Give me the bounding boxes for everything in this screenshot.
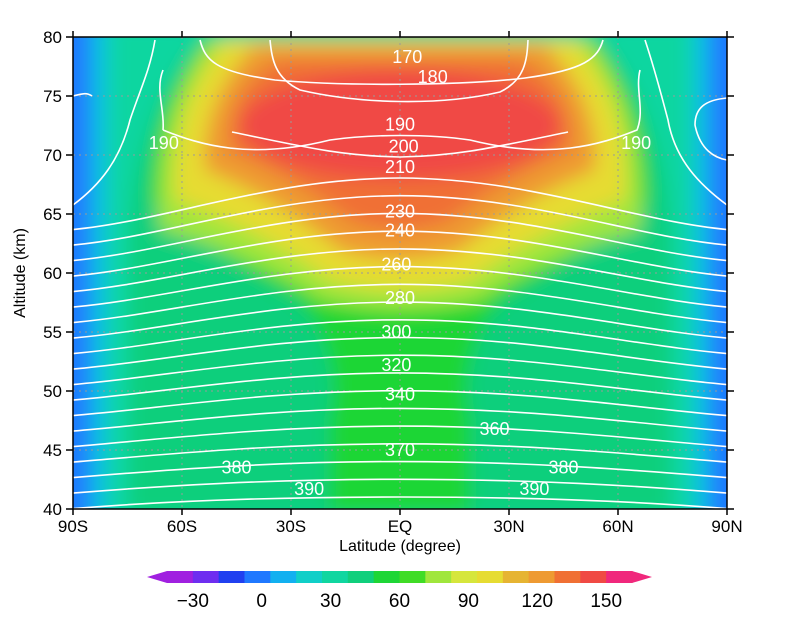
contour-label: 390 — [519, 479, 549, 499]
colorbar-swatch — [244, 571, 271, 583]
colorbar-label: −30 — [177, 591, 209, 612]
colorbar-label: 0 — [256, 591, 267, 612]
contour-label: 380 — [548, 458, 578, 478]
contour-lines — [73, 39, 727, 509]
contour-line-370 — [73, 460, 727, 479]
contour-line-330 — [73, 389, 727, 417]
contour-label: 190 — [149, 133, 179, 153]
y-tick-label: 40 — [43, 500, 62, 519]
y-tick-label: 80 — [43, 28, 62, 47]
contour-label: 280 — [385, 288, 415, 308]
colorbar-swatch — [425, 571, 452, 583]
contour-label: 230 — [385, 202, 415, 222]
contour-label: 370 — [385, 440, 415, 460]
colorbar-swatch — [451, 571, 478, 583]
contour-label: 240 — [385, 221, 415, 241]
colorbar-swatch — [554, 571, 581, 583]
contour-label: 360 — [479, 419, 509, 439]
x-tick-label: 60S — [167, 517, 197, 536]
colorbar-swatch — [322, 571, 349, 583]
contour-label: 390 — [294, 479, 324, 499]
colorbar: −30 0 30 60 90 120 150 — [147, 571, 652, 612]
contour-line-200 — [231, 131, 569, 158]
field-band-red — [240, 70, 560, 180]
colorbar-swatch — [373, 571, 400, 583]
contour-label: 300 — [381, 322, 411, 342]
contour-line-350 — [73, 425, 727, 448]
colorbar-swatch — [270, 571, 297, 583]
contour-label: 340 — [385, 385, 415, 405]
contour-label: 180 — [418, 67, 448, 87]
colorbar-label: 120 — [521, 591, 553, 612]
contour-label: 260 — [381, 255, 411, 275]
y-tick-label: 75 — [43, 87, 62, 106]
y-tick-label: 60 — [43, 264, 62, 283]
contour-line-180 — [269, 39, 529, 103]
contour-line-290 — [73, 318, 727, 355]
colorbar-swatch — [192, 571, 220, 583]
contour-line-210 — [73, 177, 727, 231]
y-tick-label: 45 — [43, 441, 62, 460]
x-tick-label: EQ — [388, 517, 413, 536]
y-tick-label: 70 — [43, 146, 62, 165]
contour-line-230 — [73, 212, 727, 262]
x-axis: 90S 60S 30S EQ 30N 60N 90N — [58, 31, 743, 536]
x-tick-label: 30N — [493, 517, 524, 536]
y-tick-label: 55 — [43, 323, 62, 342]
colorbar-swatch — [399, 571, 426, 583]
contour-label: 320 — [381, 355, 411, 375]
colorbar-swatch — [528, 571, 555, 583]
contour-line-280 — [73, 301, 727, 339]
contour-line-220 — [73, 194, 727, 246]
colorbar-swatch — [167, 571, 194, 583]
contour-line-260 — [73, 265, 727, 308]
y-tick-label: 50 — [43, 382, 62, 401]
contour-label: 210 — [385, 157, 415, 177]
contour-line-polar-south — [73, 39, 156, 206]
contour-line-300 — [73, 336, 727, 370]
colorbar-label: 60 — [389, 591, 410, 612]
colorbar-swatch — [347, 571, 375, 583]
colorbar-label: 30 — [320, 591, 341, 612]
contour-line-170 — [199, 39, 604, 86]
contour-label: 200 — [389, 137, 419, 157]
colorbar-swatch — [296, 571, 323, 583]
x-tick-label: 60N — [602, 517, 633, 536]
colorbar-swatch — [477, 571, 504, 583]
colorbar-swatch — [218, 571, 245, 583]
contour-line-360 — [73, 443, 727, 463]
contour-line-380 — [73, 478, 727, 494]
x-axis-title: Latitude (degree) — [339, 538, 461, 555]
contour-label: 190 — [621, 133, 651, 153]
contour-line-310 — [73, 354, 727, 386]
contour-label: 190 — [385, 114, 415, 134]
colorbar-label: 90 — [458, 591, 479, 612]
x-tick-label: 90S — [58, 517, 88, 536]
contour-line-390 — [73, 496, 727, 509]
contour-line-340 — [73, 407, 727, 432]
contour-label: 170 — [392, 47, 422, 67]
contour-line-250 — [73, 248, 727, 293]
x-tick-label: 30S — [276, 517, 306, 536]
grid — [73, 37, 727, 509]
contour-line-270 — [73, 283, 727, 324]
y-axis: 40 45 50 55 60 65 70 75 80 — [43, 28, 734, 519]
colorbar-arrow-low — [147, 571, 167, 583]
contour-line-polar-north — [644, 39, 727, 206]
colorbar-label: 150 — [590, 591, 622, 612]
contour-line-240 — [73, 230, 727, 277]
colorbar-arrow-high — [632, 571, 652, 583]
x-tick-label: 90N — [711, 517, 742, 536]
y-tick-label: 65 — [43, 205, 62, 224]
contour-label: 380 — [221, 458, 251, 478]
colorbar-swatch — [502, 571, 530, 583]
colorbar-swatch — [606, 571, 633, 583]
contour-line-320 — [73, 372, 727, 401]
y-axis-title: Altitude (km) — [12, 228, 29, 318]
colorbar-swatch — [580, 571, 607, 583]
contour-line-190 — [159, 69, 642, 151]
